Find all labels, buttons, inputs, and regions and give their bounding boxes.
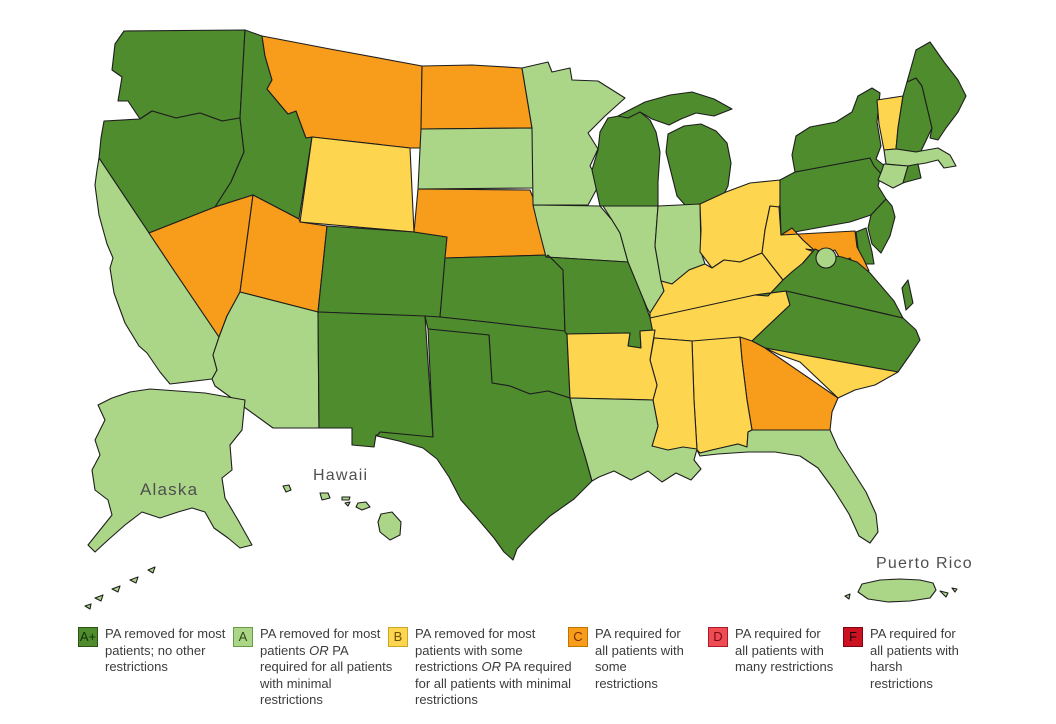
state-co[interactable]: Colorado — A+ [317, 225, 448, 318]
puerto-rico-label: Puerto Rico [876, 555, 973, 572]
state-wy[interactable]: Wyoming — B [299, 136, 415, 233]
state-nj[interactable]: New Jersey — A+ [867, 198, 896, 254]
state-dc[interactable]: District of Columbia — A [815, 247, 837, 269]
state-ak[interactable]: Alaska — A [84, 388, 253, 610]
state-hi[interactable]: Hawaii — A [282, 484, 402, 541]
state-me[interactable]: Maine — A+ [906, 41, 967, 141]
state-ms[interactable]: Mississippi — B [649, 337, 698, 452]
state-nc[interactable]: North Carolina — A+ [751, 290, 921, 373]
state-sc[interactable]: South Carolina — B [764, 347, 899, 399]
state-ar[interactable]: Arkansas — B [566, 329, 658, 401]
state-nm[interactable]: New Mexico — A+ [317, 311, 434, 448]
state-va[interactable]: Virginia — A+ [754, 248, 914, 319]
state-wi[interactable]: Wisconsin — A+ [591, 111, 661, 207]
state-ri[interactable]: Rhode Island — A+ [902, 163, 922, 184]
state-wa[interactable]: Washington — A+ [111, 29, 246, 122]
state-ct[interactable]: Connecticut — A [877, 163, 909, 189]
state-pr[interactable]: Puerto Rico — A [844, 578, 958, 603]
hawaii-label: Hawaii [313, 467, 369, 484]
state-nd[interactable]: North Dakota — C [420, 64, 533, 130]
state-sd[interactable]: South Dakota — A [417, 127, 538, 190]
state-tx[interactable]: Texas — A+ [376, 328, 593, 561]
state-fl[interactable]: Florida — A [696, 429, 879, 544]
alaska-label: Alaska [140, 480, 199, 499]
state-la[interactable]: Louisiana — A [569, 397, 702, 483]
